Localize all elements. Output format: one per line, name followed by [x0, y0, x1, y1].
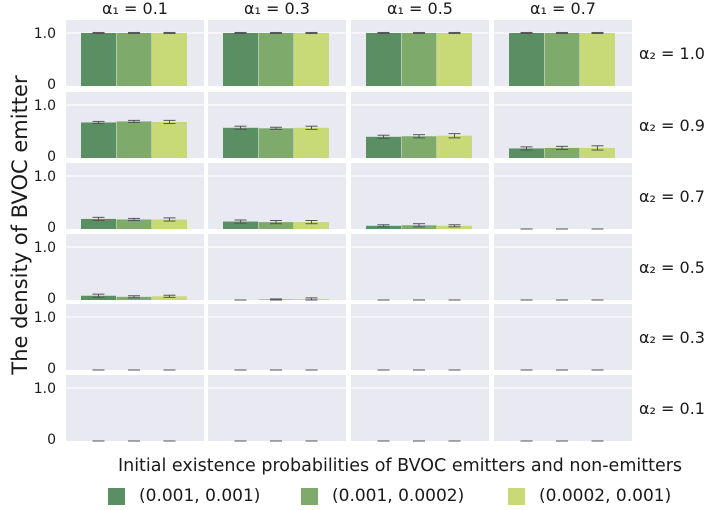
row-label-4: α₂ = 0.5: [639, 258, 705, 277]
column-header-1: α₁ = 0.1: [102, 0, 168, 18]
y-tick-label-top: 1.0: [34, 240, 56, 256]
bar: [401, 136, 437, 158]
y-tick-label-top: 1.0: [34, 98, 56, 114]
row-label-2: α₂ = 0.9: [639, 116, 705, 135]
legend-title: Initial existence probabilities of BVOC …: [117, 456, 683, 476]
y-tick-label-zero: 0: [47, 220, 56, 236]
bar: [116, 219, 152, 229]
bar: [366, 225, 401, 229]
bar: [81, 33, 116, 86]
bar: [152, 219, 187, 229]
bar: [294, 222, 329, 229]
column-header-3: α₁ = 0.5: [387, 0, 453, 18]
legend-swatch-1: [108, 487, 125, 505]
column-header-2: α₁ = 0.3: [244, 0, 310, 18]
bar: [509, 33, 544, 86]
facet-panel: [351, 375, 489, 441]
bar: [544, 33, 580, 86]
bar: [437, 225, 472, 229]
row-label-1: α₂ = 1.0: [639, 44, 705, 63]
bar: [580, 33, 615, 86]
y-tick-label-zero: 0: [47, 432, 56, 448]
legend-label-1: (0.001, 0.001): [139, 486, 261, 506]
legend-item-1: (0.001, 0.001): [108, 484, 260, 508]
bar: [294, 33, 329, 86]
column-header-4: α₁ = 0.7: [530, 0, 596, 18]
bar: [258, 128, 294, 158]
legend-item-3: (0.0002, 0.001): [508, 484, 671, 508]
y-tick-label-top: 1.0: [34, 26, 56, 42]
y-tick-label-zero: 0: [47, 77, 56, 93]
facet-panel: [494, 375, 632, 441]
y-tick-label-zero: 0: [47, 361, 56, 377]
facet-panel: [208, 375, 346, 441]
y-tick-label-top: 1.0: [34, 310, 56, 326]
bar: [116, 121, 152, 158]
legend-swatch-3: [508, 487, 525, 505]
facet-panel: [351, 234, 489, 300]
row-label-5: α₂ = 0.3: [639, 328, 705, 347]
facet-panel: [494, 163, 632, 229]
facet-panel: [494, 304, 632, 370]
facet-panel: [66, 234, 204, 300]
facet-panel: [208, 304, 346, 370]
bar: [223, 127, 258, 158]
bar: [223, 221, 258, 229]
y-tick-label-zero: 0: [47, 291, 56, 307]
facet-panel: [208, 163, 346, 229]
bar: [258, 33, 294, 86]
bar: [116, 33, 152, 86]
bar: [437, 33, 472, 86]
bar: [152, 33, 187, 86]
bar: [152, 121, 187, 158]
bar: [258, 222, 294, 229]
bar: [401, 33, 437, 86]
bar: [223, 33, 258, 86]
bar: [437, 135, 472, 158]
bar: [509, 148, 544, 158]
legend-label-3: (0.0002, 0.001): [539, 486, 672, 506]
bar: [152, 296, 187, 300]
facet-panel: [66, 375, 204, 441]
bar: [366, 33, 401, 86]
facet-panel: [351, 304, 489, 370]
legend-swatch-2: [301, 487, 318, 505]
facet-panel: [66, 304, 204, 370]
bar: [294, 127, 329, 158]
row-label-6: α₂ = 0.1: [639, 399, 705, 418]
legend-label-2: (0.001, 0.0002): [332, 486, 465, 506]
facet-panel: [494, 92, 632, 158]
row-label-3: α₂ = 0.7: [639, 187, 705, 206]
y-tick-label-zero: 0: [47, 149, 56, 165]
bar: [81, 295, 116, 300]
bar: [366, 136, 401, 158]
bar: [580, 147, 615, 158]
bar: [81, 122, 116, 158]
facet-panel: [351, 163, 489, 229]
facet-panel: [494, 234, 632, 300]
bar: [81, 218, 116, 229]
bar: [544, 147, 580, 158]
facet-panel: [208, 234, 346, 300]
y-tick-label-top: 1.0: [34, 169, 56, 185]
bar: [116, 296, 152, 300]
y-tick-label-top: 1.0: [34, 381, 56, 397]
legend-item-2: (0.001, 0.0002): [301, 484, 464, 508]
